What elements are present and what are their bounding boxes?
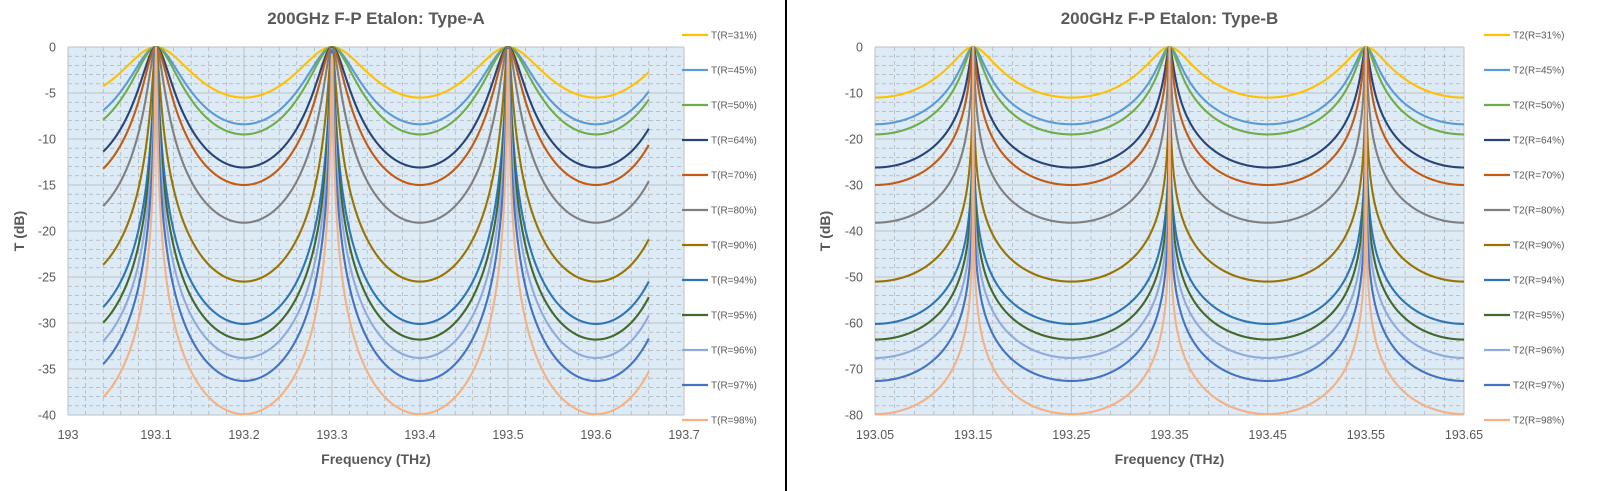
series-line-8 (102, 45, 650, 325)
y-axis-title: T (dB) (817, 211, 833, 251)
legend-label-4: T(R=64%) (711, 136, 757, 147)
series-line-6 (102, 45, 650, 224)
legend-label-6: T2(R=80%) (1513, 206, 1564, 217)
legend-label-4: T2(R=64%) (1513, 136, 1564, 147)
x-tick-label: 193 (58, 428, 79, 442)
legend-label-7: T(R=90%) (711, 241, 757, 252)
legend-label-11: T(R=97%) (711, 381, 757, 392)
y-tick-label: -10 (845, 87, 863, 101)
legend: T2(R=31%) T2(R=45%) T2(R=50%) T2(R=64%) T2(R… (1484, 31, 1564, 427)
y-tick-label: -15 (38, 179, 56, 193)
legend-label-10: T2(R=96%) (1513, 346, 1564, 357)
legend-label-12: T2(R=98%) (1513, 416, 1564, 427)
x-tick-label: 193.5 (492, 428, 523, 442)
legend: T(R=31%) T(R=45%) T(R=50%) T(R=64%) T(R=70%)… (682, 31, 757, 427)
legend-label-2: T(R=45%) (711, 66, 757, 77)
series-line-2 (102, 45, 650, 126)
y-tick-label: -20 (38, 225, 56, 239)
legend-label-1: T2(R=31%) (1513, 31, 1564, 42)
series-line-1 (102, 45, 650, 99)
y-tick-label: 0 (856, 41, 863, 55)
x-tick-label: 193.7 (668, 428, 699, 442)
x-tick-label: 193.05 (856, 428, 894, 442)
series-line-7 (102, 45, 650, 283)
y-tick-label: -30 (38, 317, 56, 331)
x-axis-title: Frequency (THz) (1115, 451, 1225, 467)
series-line-12 (102, 46, 650, 416)
legend-label-5: T2(R=70%) (1513, 171, 1564, 182)
legend-label-9: T(R=95%) (711, 311, 757, 322)
series-line-12 (874, 45, 1465, 416)
chart-title: 200GHz F-P Etalon: Type-A (267, 9, 485, 28)
y-tick-label: -25 (38, 271, 56, 285)
x-axis-title: Frequency (THz) (321, 451, 431, 467)
x-tick-label: 193.45 (1249, 428, 1287, 442)
series-line-5 (102, 45, 650, 187)
legend-label-6: T(R=80%) (711, 206, 757, 217)
x-tick-label: 193.4 (404, 428, 435, 442)
y-tick-label: -80 (845, 409, 863, 423)
y-tick-label: -10 (38, 133, 56, 147)
x-tick-label: 193.1 (140, 428, 171, 442)
legend-label-3: T(R=50%) (711, 101, 757, 112)
legend-label-10: T(R=96%) (711, 346, 757, 357)
series-line-3 (102, 45, 650, 136)
chart-title: 200GHz F-P Etalon: Type-B (1061, 9, 1279, 28)
chart-type-b: 193.05 193.15 193.25 193.35 193.45 193.55 193.… (817, 9, 1564, 467)
x-tick-label: 193.55 (1347, 428, 1385, 442)
legend-label-7: T2(R=90%) (1513, 241, 1564, 252)
x-tick-label: 193.35 (1150, 428, 1188, 442)
y-tick-label: -60 (845, 317, 863, 331)
legend-label-5: T(R=70%) (711, 171, 757, 182)
x-tick-label: 193.3 (316, 428, 347, 442)
y-tick-label: -40 (38, 409, 56, 423)
y-tick-label: -70 (845, 363, 863, 377)
legend-label-3: T2(R=50%) (1513, 101, 1564, 112)
y-tick-label: -30 (845, 179, 863, 193)
x-tick-label: 193.25 (1052, 428, 1090, 442)
legend-label-1: T(R=31%) (711, 31, 757, 42)
x-tick-label: 193.6 (580, 428, 611, 442)
y-tick-label: -5 (45, 87, 56, 101)
series-line-4 (102, 45, 650, 169)
series-line-10 (102, 46, 650, 360)
y-tick-label: -20 (845, 133, 863, 147)
series-line-11 (102, 46, 650, 383)
y-tick-label: 0 (49, 41, 56, 55)
y-tick-label: -35 (38, 363, 56, 377)
y-axis-title: T (dB) (11, 211, 27, 251)
x-tick-label: 193.15 (954, 428, 992, 442)
legend-label-8: T2(R=94%) (1513, 276, 1564, 287)
legend-label-2: T2(R=45%) (1513, 66, 1564, 77)
chart-divider (785, 0, 787, 491)
y-tick-label: -40 (845, 225, 863, 239)
series-line-9 (102, 46, 650, 341)
legend-label-12: T(R=98%) (711, 416, 757, 427)
legend-label-11: T2(R=97%) (1513, 381, 1564, 392)
legend-label-9: T2(R=95%) (1513, 311, 1564, 322)
chart-type-a: 193 193.1 193.2 193.3 193.4 193.5 193.6 193.7 0 -… (11, 9, 757, 467)
y-tick-label: -50 (845, 271, 863, 285)
x-tick-label: 193.65 (1445, 428, 1483, 442)
x-tick-label: 193.2 (228, 428, 259, 442)
legend-label-8: T(R=94%) (711, 276, 757, 287)
